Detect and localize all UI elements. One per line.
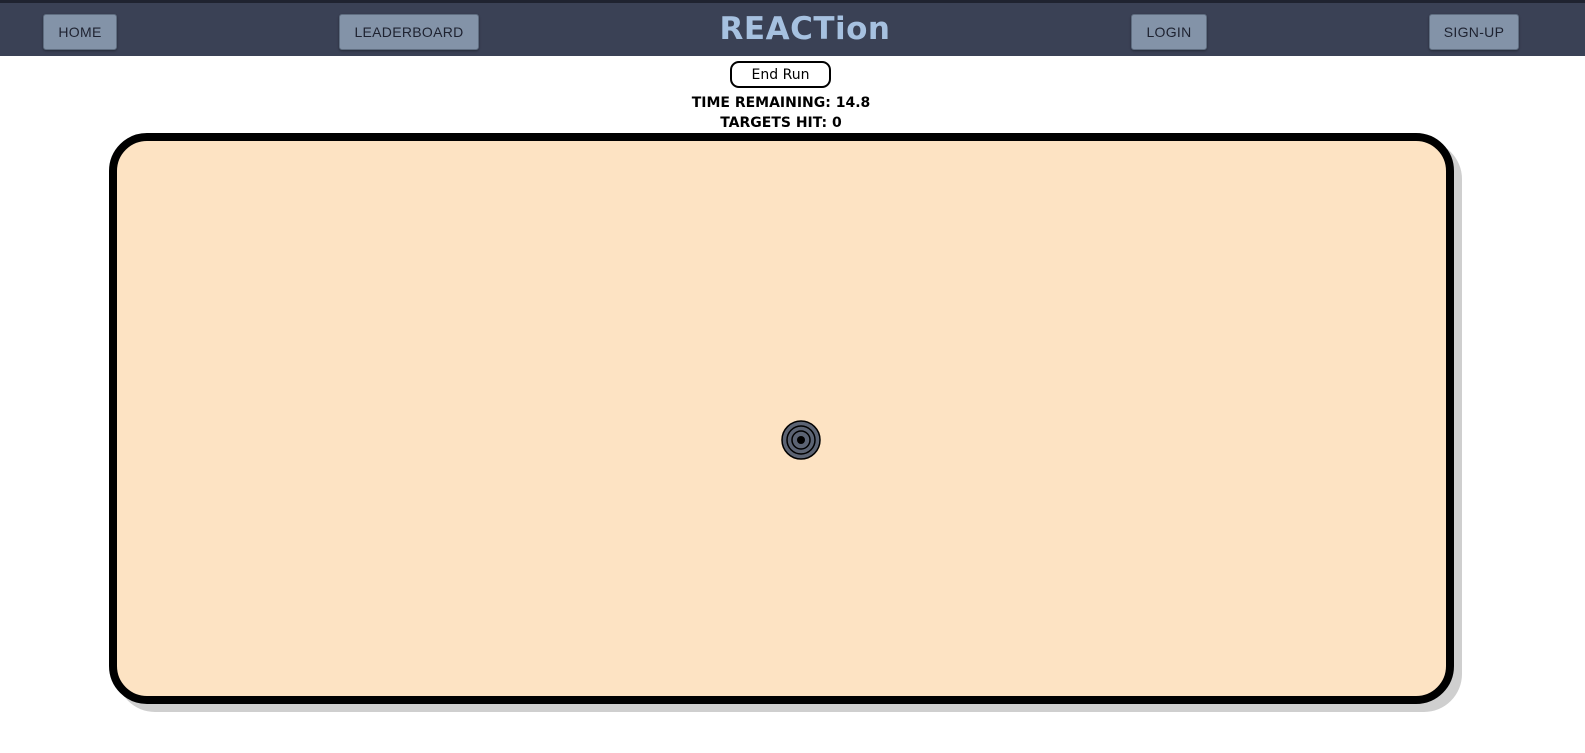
login-button[interactable]: LOGIN — [1131, 14, 1207, 50]
time-remaining-label: TIME REMAINING: — [691, 95, 831, 111]
end-run-button[interactable]: End Run — [730, 61, 831, 88]
time-remaining-value: 14.8 — [835, 95, 871, 111]
targets-hit-readout: TARGETS HIT: 0 — [0, 115, 1562, 131]
home-button[interactable]: HOME — [43, 14, 117, 50]
bullseye-target-icon[interactable] — [781, 420, 821, 460]
targets-hit-label: TARGETS HIT: — [720, 115, 828, 131]
app-logo: REACTion — [719, 11, 891, 47]
top-navbar: HOME LEADERBOARD REACTion LOGIN SIGN-UP — [0, 0, 1585, 56]
game-arena[interactable] — [109, 133, 1454, 704]
time-remaining-readout: TIME REMAINING: 14.8 — [0, 95, 1562, 111]
leaderboard-button[interactable]: LEADERBOARD — [339, 14, 479, 50]
sign-up-button[interactable]: SIGN-UP — [1429, 14, 1519, 50]
targets-hit-value: 0 — [832, 115, 842, 131]
